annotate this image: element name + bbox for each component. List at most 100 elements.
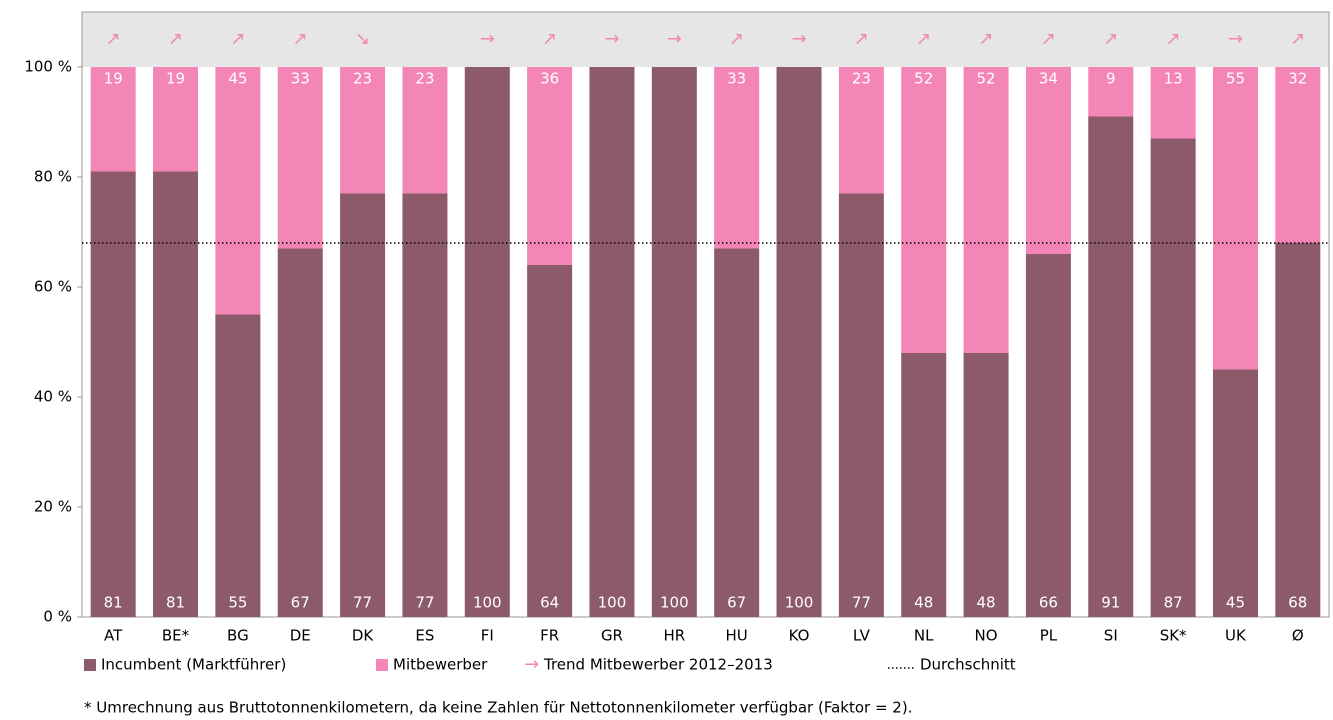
trend-arrow: →: [1228, 29, 1243, 50]
bar-segment: [1212, 369, 1258, 617]
x-tick-label: KO: [789, 627, 810, 645]
data-label: 48: [914, 594, 933, 612]
data-label: 91: [1101, 594, 1120, 612]
legend-label: Trend Mitbewerber 2012–2013: [543, 656, 773, 674]
y-tick-label: 60 %: [34, 278, 72, 296]
bar-segment: [402, 193, 448, 617]
x-tick-label: HU: [726, 627, 748, 645]
bar-segment: [714, 248, 760, 617]
data-label: 67: [291, 594, 310, 612]
bar-segment: [215, 314, 261, 617]
bar-segment: [153, 67, 199, 172]
data-label: 100: [473, 594, 502, 612]
x-tick-label: FI: [481, 627, 494, 645]
data-label: 66: [1039, 594, 1058, 612]
data-label: 48: [977, 594, 996, 612]
data-label: 52: [914, 70, 933, 88]
x-tick-label: BG: [227, 627, 249, 645]
trend-arrow: ↗: [168, 29, 183, 50]
data-label: 77: [353, 594, 372, 612]
x-tick-label: Ø: [1292, 627, 1304, 645]
trend-arrow: ↗: [979, 29, 994, 50]
bar-segment: [714, 67, 760, 249]
data-label: 77: [852, 594, 871, 612]
trend-arrow: ↗: [542, 29, 557, 50]
bar-segment: [340, 193, 386, 617]
x-tick-label: LV: [853, 627, 871, 645]
trend-arrow: ↗: [1166, 29, 1181, 50]
x-tick-label: PL: [1040, 627, 1058, 645]
x-tick-label: GR: [601, 627, 623, 645]
x-tick-label: ES: [415, 627, 434, 645]
legend-label: Mitbewerber: [393, 656, 488, 674]
trend-arrow: ↘: [355, 29, 370, 50]
x-tick-label: DE: [290, 627, 311, 645]
data-label: 68: [1288, 594, 1307, 612]
trend-arrow: →: [667, 29, 682, 50]
y-tick-label: 100 %: [24, 58, 72, 76]
data-label: 36: [540, 70, 559, 88]
data-label: 45: [228, 70, 247, 88]
bar-segment: [527, 265, 573, 617]
x-tick-label: SI: [1104, 627, 1118, 645]
trend-arrow: →: [791, 29, 806, 50]
data-label: 33: [291, 70, 310, 88]
x-tick-label: BE*: [162, 627, 190, 645]
trend-arrow: ↗: [1041, 29, 1056, 50]
data-label: 23: [353, 70, 372, 88]
bar-segment: [901, 353, 947, 617]
bar-segment: [1088, 67, 1134, 117]
trend-arrow: ↗: [293, 29, 308, 50]
bar-segment: [901, 67, 947, 353]
bar-segment: [1275, 243, 1321, 617]
trend-arrow: →: [480, 29, 495, 50]
x-tick-label: HR: [663, 627, 685, 645]
bar-segment: [464, 67, 510, 617]
data-label: 52: [977, 70, 996, 88]
bar-segment: [277, 67, 323, 249]
bar-segment: [1150, 67, 1196, 139]
trend-arrow: →: [604, 29, 619, 50]
bar-segment: [277, 248, 323, 617]
trend-band: [82, 12, 1329, 67]
x-tick-label: FR: [540, 627, 559, 645]
bar-segment: [153, 171, 199, 617]
data-label: 67: [727, 594, 746, 612]
bar-segment: [963, 353, 1009, 617]
footnote: * Umrechnung aus Bruttotonnenkilometern,…: [84, 699, 912, 717]
y-tick-label: 20 %: [34, 498, 72, 516]
bar-segment: [90, 67, 136, 172]
legend-label: Durchschnitt: [920, 656, 1016, 674]
bar-segment: [651, 67, 697, 617]
data-label: 81: [166, 594, 185, 612]
x-tick-label: UK: [1225, 627, 1247, 645]
x-tick-label: DK: [352, 627, 375, 645]
trend-arrow: ↗: [1103, 29, 1118, 50]
data-label: 32: [1288, 70, 1307, 88]
y-tick-label: 40 %: [34, 388, 72, 406]
data-label: 81: [104, 594, 123, 612]
trend-arrow: ↗: [854, 29, 869, 50]
bar-segment: [1088, 116, 1134, 617]
legend-swatch: [84, 659, 96, 671]
plot-border: [81, 11, 1330, 618]
legend-symbol: →: [524, 654, 539, 675]
bar-segment: [1025, 254, 1071, 617]
data-label: 100: [660, 594, 689, 612]
bar-segment: [1275, 67, 1321, 243]
bar-segment: [963, 67, 1009, 353]
data-label: 45: [1226, 594, 1245, 612]
trend-arrow: ↗: [106, 29, 121, 50]
bar-segment: [1150, 138, 1196, 617]
data-label: 77: [415, 594, 434, 612]
data-label: 100: [598, 594, 627, 612]
data-label: 55: [228, 594, 247, 612]
data-label: 19: [166, 70, 185, 88]
x-tick-label: NL: [914, 627, 934, 645]
data-label: 13: [1164, 70, 1183, 88]
trend-arrow: ↗: [1290, 29, 1305, 50]
bar-segment: [402, 67, 448, 194]
trend-arrow: ↗: [916, 29, 931, 50]
trend-arrow: ↗: [230, 29, 245, 50]
